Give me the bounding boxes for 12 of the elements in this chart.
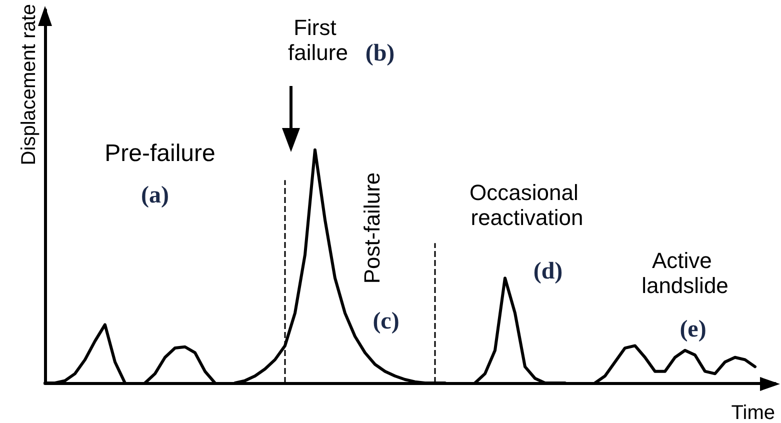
annotation: Post-failure [360,172,384,284]
annotation: (a) [141,182,169,208]
text: (b) [365,40,395,66]
text: First failure [288,15,348,65]
annotation: (e) [680,316,706,342]
annotation: Occasional reactivation [470,180,584,230]
annotation: (c) [372,308,400,334]
annotation: Pre-failure [104,140,216,167]
y-axis-title: Displacement rate [18,4,40,166]
annotation: (d) [533,258,563,284]
annotation: Active landslide [642,248,728,298]
x-axis-title: Time [731,402,775,423]
